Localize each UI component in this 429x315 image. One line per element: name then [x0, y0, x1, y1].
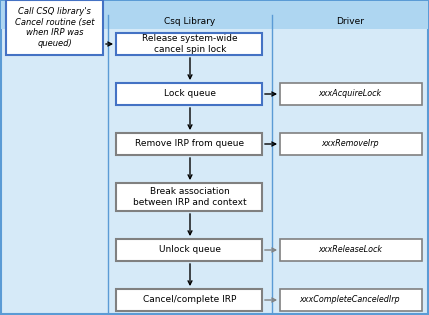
- Text: xxxReleaseLock: xxxReleaseLock: [318, 245, 382, 255]
- Bar: [280, 289, 422, 311]
- Text: xxxAcquireLock: xxxAcquireLock: [318, 89, 381, 99]
- Text: Break association
between IRP and context: Break association between IRP and contex…: [133, 187, 247, 207]
- Text: Cancel/complete IRP: Cancel/complete IRP: [143, 295, 237, 305]
- Text: Driver: Driver: [336, 18, 364, 26]
- Text: Canceling an IRP: Canceling an IRP: [6, 3, 94, 13]
- Bar: [1, 1, 428, 15]
- Text: Remove IRP from queue: Remove IRP from queue: [136, 140, 245, 148]
- Bar: [280, 83, 422, 105]
- Text: Lock queue: Lock queue: [164, 89, 216, 99]
- Text: I/O Manager: I/O Manager: [27, 18, 82, 26]
- Text: Release system-wide
cancel spin lock: Release system-wide cancel spin lock: [142, 34, 238, 54]
- Bar: [6, 0, 103, 55]
- Bar: [116, 289, 262, 311]
- Text: xxxCompleteCanceledIrp: xxxCompleteCanceledIrp: [300, 295, 400, 305]
- Bar: [116, 183, 262, 211]
- Bar: [116, 239, 262, 261]
- Text: Csq Library: Csq Library: [164, 18, 216, 26]
- Text: xxxRemoveIrp: xxxRemoveIrp: [321, 140, 379, 148]
- Bar: [1, 15, 428, 29]
- Text: Unlock queue: Unlock queue: [159, 245, 221, 255]
- Bar: [116, 133, 262, 155]
- Bar: [280, 133, 422, 155]
- Text: Call CSQ library's
Cancel routine (set
when IRP was
queued): Call CSQ library's Cancel routine (set w…: [15, 7, 94, 48]
- Bar: [116, 33, 262, 55]
- Bar: [116, 83, 262, 105]
- Bar: [280, 239, 422, 261]
